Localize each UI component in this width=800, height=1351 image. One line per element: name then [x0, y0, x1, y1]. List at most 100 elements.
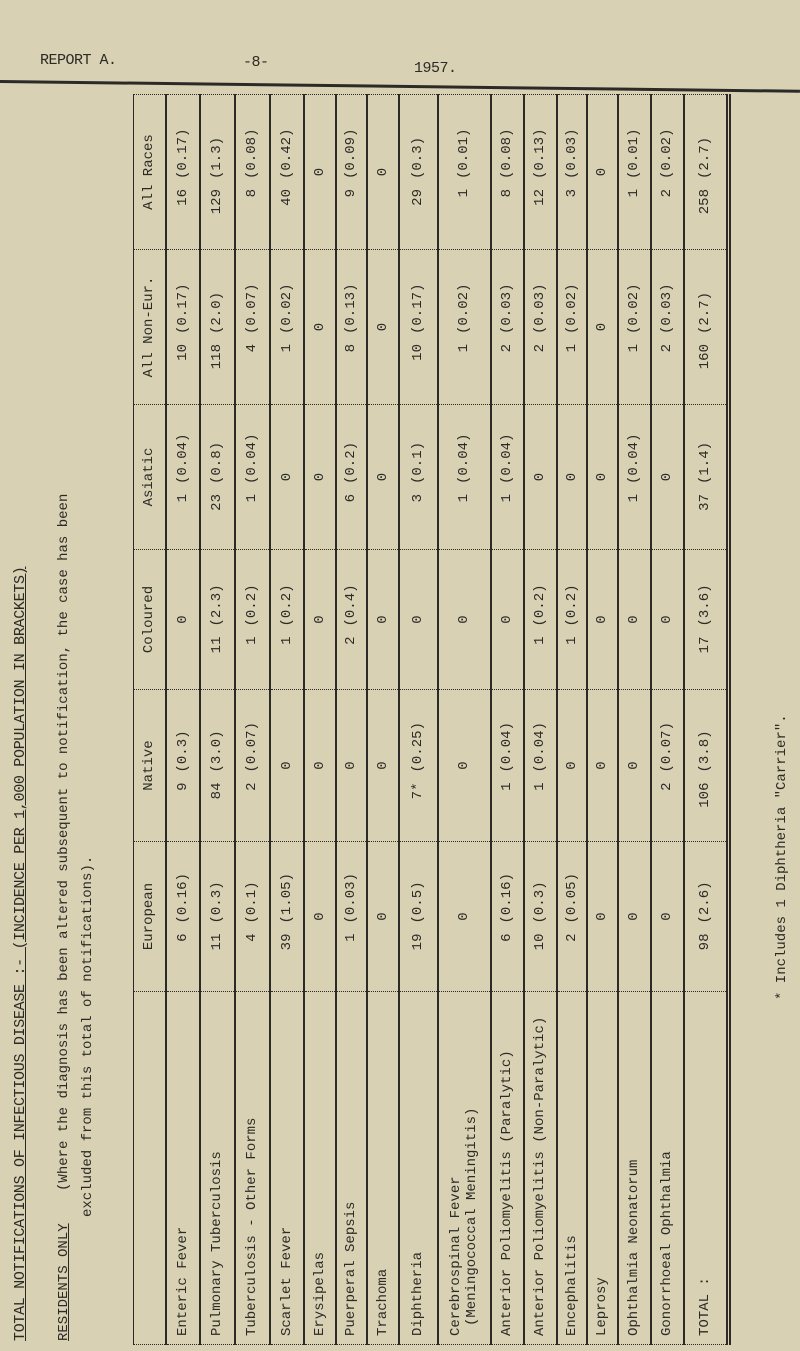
data-cell: 0 — [366, 841, 399, 992]
case-count: 1 — [278, 344, 295, 353]
data-cell: 0 — [303, 404, 336, 550]
data-cell: 3 (0.1) — [398, 404, 438, 550]
case-count: 11 — [209, 933, 225, 951]
disease-label: Puerperal Sepsis — [335, 991, 367, 1345]
data-cell: 0 — [303, 689, 336, 842]
disease-name: TOTAL : — [697, 1277, 714, 1336]
incidence-rate: (0.1) — [244, 881, 260, 924]
data-cell: 12 (0.13) — [523, 94, 557, 250]
data-cell: 2 (0.05) — [556, 841, 587, 992]
case-count: 0 — [456, 615, 472, 624]
data-cell: 2 (0.02) — [650, 94, 684, 250]
table-row: Encephalitis 2 (0.05) 0 1 (0.2) 0 1 (0.02) 3 (0.03… — [556, 94, 587, 1345]
case-count: 4 — [244, 344, 260, 353]
data-cell: 1 (0.2) — [556, 549, 587, 690]
case-count: 16 — [174, 189, 191, 206]
note-line-1: (Where the diagnosis has been altered su… — [56, 493, 72, 1191]
table-row: Diphtheria 19 (0.5) 7* (0.25) 0 3 (0.1) 10 (0.17)… — [398, 94, 438, 1345]
case-count: 0 — [532, 472, 548, 482]
case-count: 0 — [374, 472, 391, 482]
case-count: 0 — [594, 912, 610, 921]
data-cell: 1 (0.02) — [269, 249, 304, 405]
table-row: Cerebrospinal Fever (Meningococcal Mening… — [437, 94, 491, 1345]
case-count: 0 — [311, 615, 328, 624]
disease-label: Anterior Poliomyelitis (Non-Paralytic) — [523, 991, 557, 1345]
disease-label: Enteric Fever — [165, 991, 200, 1345]
case-count: 4 — [244, 933, 260, 942]
table-row: Erysipelas 0 0 0 0 0 0 — [303, 94, 336, 1345]
incidence-rate: (0.3) — [532, 881, 548, 924]
data-cell: 11 (0.3) — [199, 841, 235, 992]
case-count: 0 — [174, 615, 191, 624]
incidence-rate: (0.08) — [244, 128, 260, 179]
case-count: 1 — [456, 344, 472, 353]
disease-name: Cerebrospinal Fever — [448, 1176, 464, 1336]
incidence-rate: (0.16) — [174, 873, 191, 924]
incidence-rate: (0.17) — [174, 128, 191, 179]
case-count: 2 — [244, 782, 260, 791]
incidence-rate: (0.2) — [563, 584, 580, 627]
case-count: 9 — [343, 189, 359, 198]
case-count: 0 — [374, 761, 391, 770]
report-label: REPORT A. — [40, 52, 117, 69]
disease-name: Scarlet Fever — [278, 1226, 295, 1336]
data-cell: 0 — [366, 549, 399, 690]
data-cell: 2 (0.03) — [523, 249, 557, 405]
data-cell: 1 (0.2) — [234, 549, 270, 690]
case-count: 39 — [278, 933, 295, 951]
incidence-rate: (0.04) — [499, 433, 515, 484]
case-count: 0 — [626, 912, 642, 921]
case-count: 0 — [594, 615, 610, 624]
case-count: 1 — [532, 782, 548, 791]
column-header: All Races — [133, 94, 166, 250]
data-cell: 0 — [523, 404, 557, 550]
data-cell: 0 — [366, 689, 399, 842]
incidence-rate: (0.04) — [532, 722, 548, 773]
case-count: 0 — [659, 912, 675, 921]
data-cell: 6 (0.16) — [165, 841, 200, 992]
case-count: 2 — [563, 933, 580, 942]
case-count: 258 — [697, 189, 714, 215]
data-cell: 10 (0.17) — [165, 249, 200, 405]
case-count: 8 — [343, 344, 359, 353]
table-row: Leprosy 0 0 0 0 0 0 — [586, 94, 618, 1345]
case-count: 0 — [278, 761, 295, 770]
case-count: 11 — [209, 636, 225, 654]
incidence-rate: (0.3) — [209, 881, 225, 924]
case-count: 6 — [499, 933, 515, 942]
case-count: 98 — [697, 933, 714, 951]
case-count: 40 — [278, 189, 295, 206]
data-cell: 0 — [165, 549, 200, 690]
case-count: 0 — [311, 912, 328, 921]
data-cell: 0 — [437, 841, 491, 992]
data-cell: 1 (0.04) — [490, 689, 524, 842]
case-count: 0 — [374, 322, 391, 332]
disease-name: Pulmonary Tuberculosis — [209, 1151, 225, 1336]
case-count: 1 — [244, 636, 260, 645]
incidence-rate: (0.8) — [209, 441, 225, 484]
data-cell: 4 (0.1) — [234, 841, 270, 992]
data-cell: 1 (0.2) — [269, 549, 304, 690]
case-count: 3 — [563, 189, 580, 198]
disease-label: TOTAL : — [683, 991, 729, 1345]
data-cell: 0 — [303, 549, 336, 690]
disease-label: Scarlet Fever — [269, 991, 304, 1345]
table-row: Gonorrhoeal Ophthalmia 0 2(0.07) 0 0 2(0.03) 2… — [650, 94, 684, 1345]
incidence-rate: (0.17) — [410, 283, 426, 334]
data-cell: 2 (0.07) — [650, 689, 684, 842]
data-cell: 1 (0.04) — [490, 404, 524, 550]
case-count: 0 — [311, 472, 328, 482]
data-cell: 8 (0.08) — [234, 94, 270, 250]
incidence-rate: (0.17) — [174, 283, 191, 334]
case-count: 0 — [659, 615, 675, 624]
disease-name: Tuberculosis - Other Forms — [244, 1117, 260, 1336]
data-cell: 3 (0.03) — [556, 94, 587, 250]
data-cell: 0 — [269, 404, 304, 550]
disease-name: Anterior Poliomyelitis (Non-Paralytic) — [532, 1016, 548, 1336]
data-cell: 0 — [586, 689, 618, 842]
footnote: * Includes 1 Diphtheria "Carrier". — [774, 714, 790, 1000]
column-header: Native — [133, 689, 166, 842]
data-cell: 17 (3.6) — [683, 549, 729, 690]
disease-name: Encephalitis — [563, 1235, 580, 1336]
case-count: 7* — [410, 782, 426, 800]
